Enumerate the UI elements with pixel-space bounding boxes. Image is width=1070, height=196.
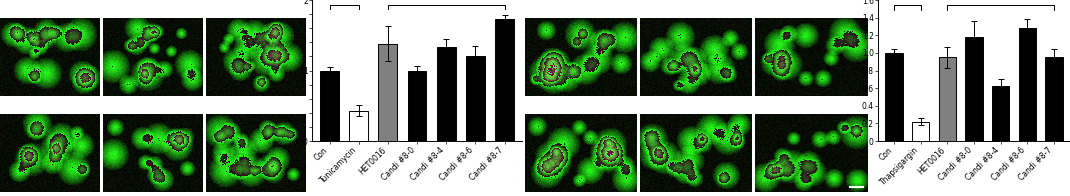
Bar [437,47,456,141]
Text: *: * [341,0,347,4]
Text: Tu & #8-6: Tu & #8-6 [129,101,177,110]
Text: *: * [998,0,1004,5]
Bar [1045,57,1063,141]
Text: Tu & #8-7: Tu & #8-7 [233,101,279,110]
Bar [495,19,514,141]
Text: *: * [443,0,449,4]
Bar [912,122,930,141]
Bar [465,56,485,141]
Bar [885,53,903,141]
Text: Thapsigargin: Thapsigargin [664,5,728,14]
Bar [992,86,1009,141]
Text: *: * [904,0,911,5]
Text: Control: Control [32,5,67,14]
Text: Tunicamycin: Tunicamycin [124,5,182,14]
Text: Tu & #8-0: Tu & #8-0 [233,5,279,14]
Bar [938,57,956,141]
Text: Thap & #8-6: Thap & #8-6 [667,101,725,110]
Text: Thap & #8-0: Thap & #8-0 [782,5,840,14]
Bar [320,71,339,141]
Text: Thap & #8-4: Thap & #8-4 [552,101,610,110]
Bar [408,71,427,141]
Bar [1019,28,1036,141]
Text: Thap & #8-7: Thap & #8-7 [782,101,840,110]
Bar [379,44,397,141]
Text: Tu & #8-4: Tu & #8-4 [27,101,73,110]
Text: Control: Control [564,5,598,14]
Bar [349,111,368,141]
Bar [965,37,982,141]
